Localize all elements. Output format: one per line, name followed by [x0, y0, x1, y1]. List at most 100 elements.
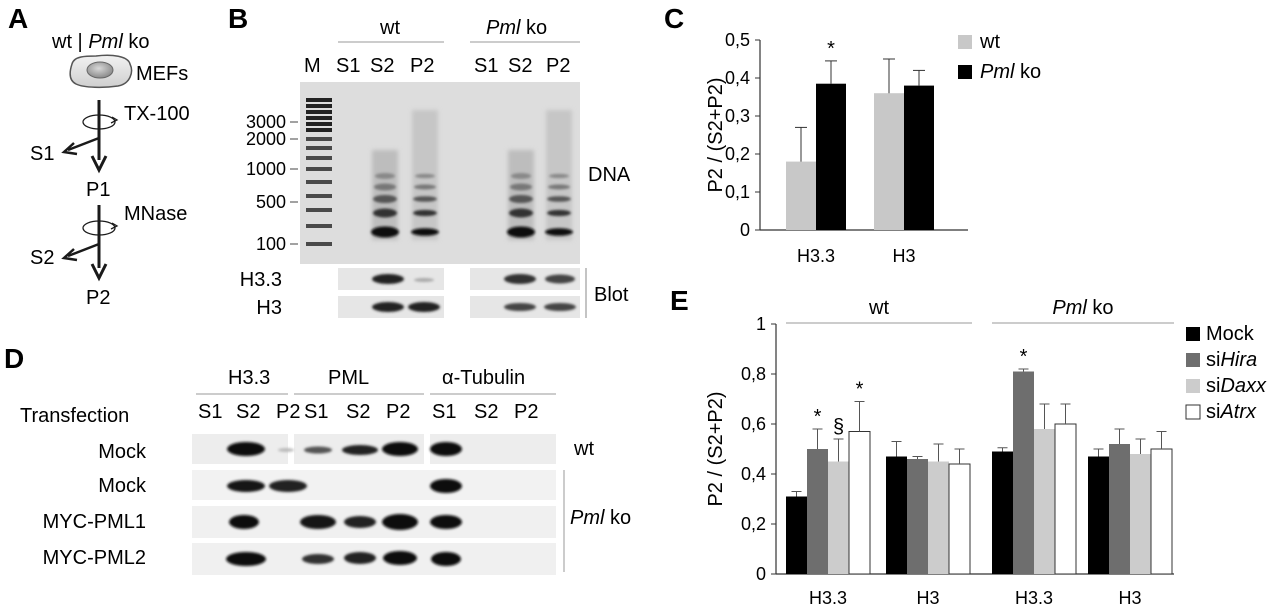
- nucleosome-band: [509, 195, 533, 203]
- size-ticks: [290, 121, 298, 245]
- transfection-label: Transfection: [20, 405, 129, 427]
- y-tick-label: 0,3: [725, 106, 750, 126]
- y-tick-label: 1: [756, 314, 766, 334]
- y-tick-label: 0: [756, 564, 766, 584]
- x-tick-label: H3.3: [809, 588, 847, 606]
- nucleosome-band: [511, 173, 531, 179]
- marker-band: [306, 128, 332, 132]
- nucleosome-band: [374, 183, 396, 191]
- spin-arrow-icon: [110, 116, 119, 124]
- arrow-left-icon: [61, 248, 78, 262]
- nucleosome-band: [510, 183, 532, 191]
- marker-band: [306, 122, 332, 126]
- x-tick-label: H3: [1118, 588, 1141, 606]
- significance-marker: §: [833, 416, 844, 438]
- legend-swatch: [1186, 327, 1200, 341]
- panel-d: D H3.3 PML α-Tubulin Transfection S1 S2 …: [4, 343, 631, 575]
- chart-e: 0 0,2 0,4 0,6 0,8 1 P2 / (S2+P2) wt Pml ko H3.3 H3…: [705, 297, 1267, 606]
- blot-label: Blot: [594, 284, 629, 306]
- fraction-label: S2: [474, 401, 498, 423]
- marker-band: [306, 180, 332, 184]
- significance-marker: *: [1020, 346, 1028, 368]
- nucleosome-band: [375, 173, 395, 179]
- bar-siHira-3: [1109, 444, 1130, 574]
- arrow-left-icon: [61, 142, 78, 156]
- lane-label: S1: [474, 55, 498, 77]
- spin-arrow-icon: [110, 222, 119, 230]
- x-tick-label: H3.3: [1015, 588, 1053, 606]
- size-marker: 500: [256, 192, 286, 212]
- nucleosome-band: [545, 228, 573, 236]
- y-tick-label: 0,5: [725, 30, 750, 50]
- step2-label: MNase: [124, 203, 187, 225]
- bar-ko-H3: [904, 85, 934, 230]
- marker-band: [306, 156, 332, 160]
- row-label: Mock: [98, 441, 147, 463]
- size-marker: 1000: [246, 159, 286, 179]
- panel-b: B wt Pml ko M S1 S2 P2 S1 S2 P2 3000 200…: [228, 3, 631, 319]
- lane-label: P2: [410, 55, 434, 77]
- row-label: MYC-PML1: [43, 511, 146, 533]
- bar-Mock-0: [786, 496, 807, 574]
- group-label: α-Tubulin: [442, 367, 525, 389]
- legend-swatch: [958, 35, 972, 49]
- bar-Mock-1: [886, 456, 907, 574]
- panel-label-c: C: [664, 3, 684, 34]
- row-label: MYC-PML2: [43, 547, 146, 569]
- group-ko-label: Pml ko: [486, 17, 547, 39]
- y-tick-label: 0,1: [725, 182, 750, 202]
- nucleosome-band: [413, 209, 437, 217]
- group-label: H3.3: [228, 367, 270, 389]
- y-tick-label: 0,4: [741, 464, 766, 484]
- arrow-down-icon: [90, 263, 108, 282]
- legend-label: siAtrx: [1206, 401, 1257, 423]
- fraction-label: P2: [514, 401, 538, 423]
- bar-ko-H3.3: [816, 83, 846, 230]
- y-tick-label: 0,2: [725, 144, 750, 164]
- nucleosome-band: [411, 228, 439, 236]
- panel-e: E 0 0,2 0,4 0,6 0,8 1 P2 / (S2+P2) wt Pml ko H3.3…: [670, 285, 1267, 606]
- x-tick-label: H3.3: [797, 246, 835, 266]
- nucleosome-band: [509, 208, 533, 218]
- size-marker: 2000: [246, 129, 286, 149]
- y-axis-title: P2 / (S2+P2): [705, 77, 727, 192]
- y-tick-label: 0,2: [741, 514, 766, 534]
- p1-label: P1: [86, 179, 110, 201]
- group-wt-label: wt: [379, 17, 400, 39]
- y-axis-title: P2 / (S2+P2): [705, 391, 727, 506]
- chart-c: 0 0,1 0,2 0,3 0,4 0,5 P2 / (S2+P2) H3.3 H3 * wt Pml…: [705, 30, 1041, 266]
- legend-swatch: [1185, 404, 1201, 420]
- blot-row-label: H3.3: [240, 269, 282, 291]
- x-tick-label: H3: [916, 588, 939, 606]
- group-label: PML: [328, 367, 369, 389]
- side-label-ko: Pml ko: [570, 507, 631, 529]
- arrow-down-icon: [90, 155, 108, 174]
- lane-label: P2: [546, 55, 570, 77]
- y-tick-label: 0: [740, 220, 750, 240]
- bar-siHira-0: [807, 449, 828, 574]
- fraction-label: S1: [432, 401, 456, 423]
- marker-band: [306, 242, 332, 246]
- bar-siAtrx-1: [948, 463, 971, 575]
- nucleosome-band: [549, 173, 569, 179]
- size-marker: 100: [256, 234, 286, 254]
- blot-bands: [372, 274, 576, 312]
- lane-label: S2: [370, 55, 394, 77]
- nucleosome-band: [415, 173, 435, 179]
- spin-icon: [82, 220, 116, 236]
- bar-siAtrx-2: [1054, 423, 1077, 575]
- nucleus-icon: [86, 61, 114, 79]
- nucleosome-band: [371, 226, 399, 238]
- bar-siDaxx-1: [928, 461, 949, 574]
- y-tick-label: 0,8: [741, 364, 766, 384]
- group-label: wt: [868, 297, 889, 319]
- bar-Mock-2: [992, 451, 1013, 574]
- step1-label: TX-100: [124, 103, 190, 125]
- fraction-label: P2: [386, 401, 410, 423]
- marker-band: [306, 208, 332, 212]
- legend-label: wt: [979, 31, 1000, 53]
- marker-band: [306, 116, 332, 120]
- bar-Mock-3: [1088, 456, 1109, 574]
- fraction-label: S2: [236, 401, 260, 423]
- group-label: Pml ko: [1052, 297, 1113, 319]
